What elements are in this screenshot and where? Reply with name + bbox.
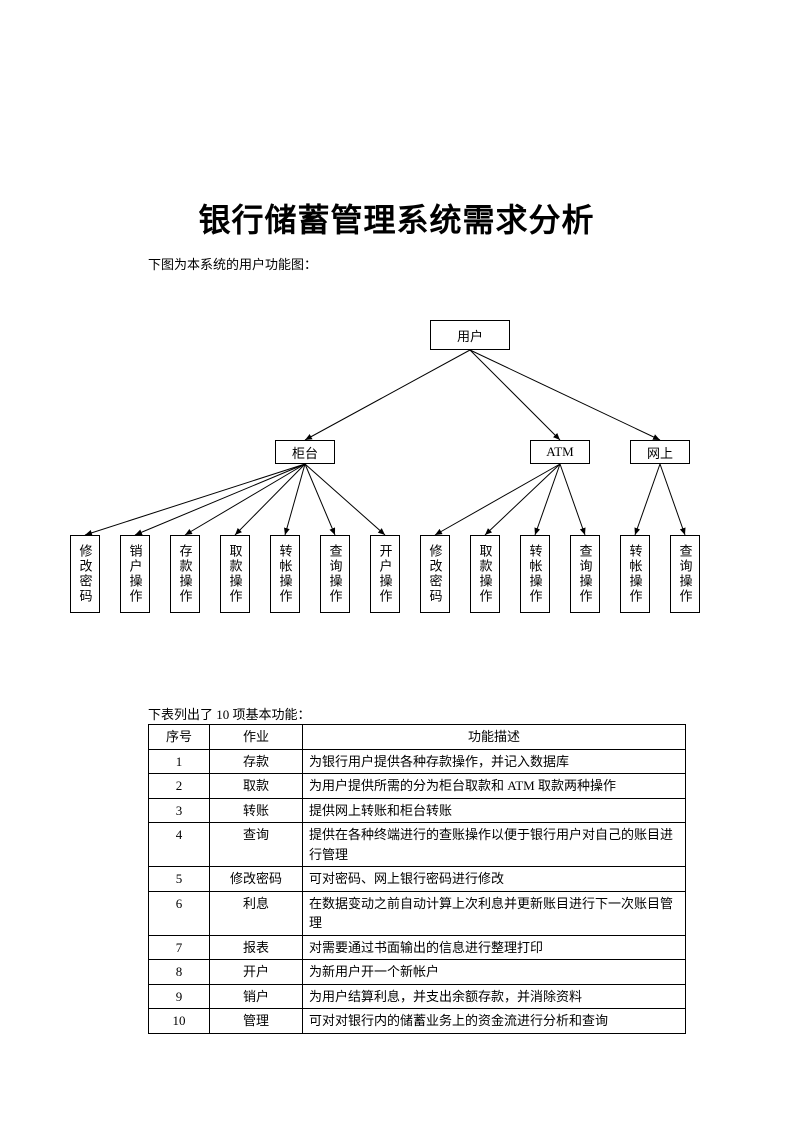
page: 银行储蓄管理系统需求分析 下图为本系统的用户功能图： 用户柜台 ATM 网上修改密码… [0, 0, 793, 1122]
tree-mid-online: 网上 [630, 440, 690, 464]
tree-leaf-l8: 修改密码 [420, 535, 450, 613]
table-row: 2取款为用户提供所需的分为柜台取款和 ATM 取款两种操作 [149, 774, 686, 799]
cell-name: 报表 [210, 935, 303, 960]
diagram-caption: 下图为本系统的用户功能图： [148, 254, 317, 273]
cell-id: 4 [149, 823, 210, 867]
cell-id: 6 [149, 891, 210, 935]
table-header-row: 序号 作业 功能描述 [149, 725, 686, 750]
cell-name: 存款 [210, 749, 303, 774]
tree-leaf-l13: 查询操作 [670, 535, 700, 613]
col-header-name: 作业 [210, 725, 303, 750]
col-header-id: 序号 [149, 725, 210, 750]
cell-name: 管理 [210, 1009, 303, 1034]
cell-name: 转账 [210, 798, 303, 823]
cell-desc: 可对对银行内的储蓄业务上的资金流进行分析和查询 [303, 1009, 686, 1034]
cell-name: 利息 [210, 891, 303, 935]
tree-leaf-l11: 查询操作 [570, 535, 600, 613]
tree-leaf-l5: 转帐操作 [270, 535, 300, 613]
table-row: 7报表对需要通过书面输出的信息进行整理打印 [149, 935, 686, 960]
user-function-tree: 用户柜台ATM网上修改密码销户操作存款操作取款操作转帐操作查询操作开户操作修改密… [60, 300, 750, 680]
cell-desc: 为新用户开一个新帐户 [303, 960, 686, 985]
tree-mid-counter: 柜台 [275, 440, 335, 464]
tree-leaf-l4: 取款操作 [220, 535, 250, 613]
cell-id: 1 [149, 749, 210, 774]
cell-desc: 在数据变动之前自动计算上次利息并更新账目进行下一次账目管理 [303, 891, 686, 935]
tree-leaf-l6: 查询操作 [320, 535, 350, 613]
tree-leaf-l3: 存款操作 [170, 535, 200, 613]
cell-desc: 为用户提供所需的分为柜台取款和 ATM 取款两种操作 [303, 774, 686, 799]
cell-id: 3 [149, 798, 210, 823]
cell-id: 5 [149, 867, 210, 892]
table-row: 9销户为用户结算利息，并支出余额存款，并消除资料 [149, 984, 686, 1009]
table-row: 8开户为新用户开一个新帐户 [149, 960, 686, 985]
tree-leaf-l7: 开户操作 [370, 535, 400, 613]
cell-id: 9 [149, 984, 210, 1009]
table-row: 10管理可对对银行内的储蓄业务上的资金流进行分析和查询 [149, 1009, 686, 1034]
table-row: 6利息在数据变动之前自动计算上次利息并更新账目进行下一次账目管理 [149, 891, 686, 935]
cell-id: 2 [149, 774, 210, 799]
tree-root: 用户 [430, 320, 510, 350]
table-row: 5修改密码可对密码、网上银行密码进行修改 [149, 867, 686, 892]
tree-leaf-l9: 取款操作 [470, 535, 500, 613]
tree-leaf-l12: 转帐操作 [620, 535, 650, 613]
tree-mid-atm: ATM [530, 440, 590, 464]
cell-desc: 提供网上转账和柜台转账 [303, 798, 686, 823]
cell-desc: 可对密码、网上银行密码进行修改 [303, 867, 686, 892]
cell-id: 8 [149, 960, 210, 985]
cell-name: 查询 [210, 823, 303, 867]
tree-leaf-l2: 销户操作 [120, 535, 150, 613]
cell-desc: 为银行用户提供各种存款操作，并记入数据库 [303, 749, 686, 774]
table-row: 3转账提供网上转账和柜台转账 [149, 798, 686, 823]
function-table: 序号 作业 功能描述 1存款为银行用户提供各种存款操作，并记入数据库2取款为用户… [148, 724, 686, 1034]
cell-id: 10 [149, 1009, 210, 1034]
cell-desc: 为用户结算利息，并支出余额存款，并消除资料 [303, 984, 686, 1009]
col-header-desc: 功能描述 [303, 725, 686, 750]
table-caption: 下表列出了 10 项基本功能： [148, 704, 311, 723]
cell-id: 7 [149, 935, 210, 960]
tree-leaf-l1: 修改密码 [70, 535, 100, 613]
cell-name: 取款 [210, 774, 303, 799]
tree-leaf-l10: 转帐操作 [520, 535, 550, 613]
cell-name: 销户 [210, 984, 303, 1009]
page-title: 银行储蓄管理系统需求分析 [0, 195, 793, 241]
cell-name: 开户 [210, 960, 303, 985]
table-row: 1存款为银行用户提供各种存款操作，并记入数据库 [149, 749, 686, 774]
cell-desc: 对需要通过书面输出的信息进行整理打印 [303, 935, 686, 960]
cell-name: 修改密码 [210, 867, 303, 892]
cell-desc: 提供在各种终端进行的查账操作以便于银行用户对自己的账目进行管理 [303, 823, 686, 867]
table-row: 4查询提供在各种终端进行的查账操作以便于银行用户对自己的账目进行管理 [149, 823, 686, 867]
